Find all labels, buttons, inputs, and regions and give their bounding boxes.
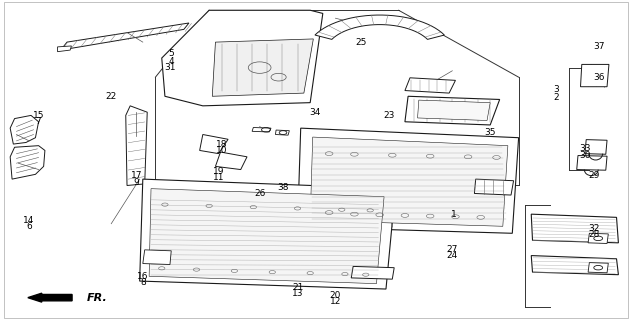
Polygon shape: [588, 233, 608, 244]
Text: 1: 1: [451, 210, 457, 219]
Text: 37: 37: [594, 42, 605, 52]
Text: 11: 11: [213, 173, 224, 182]
Text: FR.: FR.: [87, 293, 108, 303]
Text: 22: 22: [106, 92, 117, 101]
Polygon shape: [252, 127, 271, 132]
Polygon shape: [531, 256, 618, 275]
Text: 12: 12: [330, 297, 341, 306]
Text: 18: 18: [216, 140, 227, 148]
Text: 15: 15: [33, 111, 44, 120]
Text: 3: 3: [554, 85, 560, 94]
Polygon shape: [351, 267, 394, 279]
Polygon shape: [474, 179, 513, 195]
Polygon shape: [310, 137, 508, 226]
Text: 29: 29: [589, 172, 600, 180]
Polygon shape: [199, 134, 228, 154]
Text: 31: 31: [164, 63, 176, 72]
Text: 34: 34: [309, 108, 320, 117]
Text: 6: 6: [26, 222, 32, 231]
Text: 13: 13: [292, 289, 303, 298]
Polygon shape: [588, 263, 608, 273]
Polygon shape: [585, 140, 607, 154]
Text: 5: 5: [168, 49, 174, 58]
Polygon shape: [531, 214, 618, 243]
Polygon shape: [126, 106, 147, 186]
Polygon shape: [577, 156, 607, 170]
Text: 9: 9: [134, 178, 139, 187]
Polygon shape: [143, 250, 172, 265]
Text: 20: 20: [330, 291, 341, 300]
Text: 7: 7: [35, 117, 42, 126]
Text: 33: 33: [579, 144, 591, 153]
Text: 30: 30: [579, 151, 591, 160]
Polygon shape: [580, 64, 609, 87]
Polygon shape: [212, 39, 313, 96]
Text: 4: 4: [168, 57, 174, 66]
Text: 17: 17: [131, 172, 142, 180]
FancyArrow shape: [28, 293, 72, 302]
Text: 23: 23: [384, 111, 395, 120]
Text: 36: 36: [594, 73, 605, 82]
Polygon shape: [215, 152, 247, 170]
Polygon shape: [405, 96, 499, 125]
Polygon shape: [275, 130, 289, 135]
Text: 38: 38: [277, 183, 289, 192]
Text: 14: 14: [23, 216, 35, 225]
Text: 27: 27: [447, 245, 458, 254]
Text: 32: 32: [589, 224, 600, 233]
Text: 28: 28: [589, 230, 600, 239]
Text: 16: 16: [137, 272, 149, 281]
Polygon shape: [418, 100, 490, 121]
Text: 19: 19: [213, 167, 224, 176]
Polygon shape: [140, 179, 396, 289]
Polygon shape: [405, 78, 456, 93]
Text: 21: 21: [292, 283, 303, 292]
Polygon shape: [61, 23, 189, 50]
Polygon shape: [298, 128, 518, 233]
Text: 26: 26: [254, 189, 265, 198]
Text: 8: 8: [140, 278, 146, 287]
Polygon shape: [10, 116, 39, 144]
Text: 2: 2: [554, 93, 560, 102]
Text: 10: 10: [216, 146, 227, 155]
Text: 24: 24: [447, 251, 458, 260]
Polygon shape: [315, 15, 444, 39]
Text: 35: 35: [484, 128, 496, 137]
Polygon shape: [10, 146, 45, 179]
Polygon shape: [162, 10, 323, 106]
Polygon shape: [149, 189, 384, 284]
Polygon shape: [58, 46, 72, 52]
Text: 25: 25: [355, 38, 367, 47]
